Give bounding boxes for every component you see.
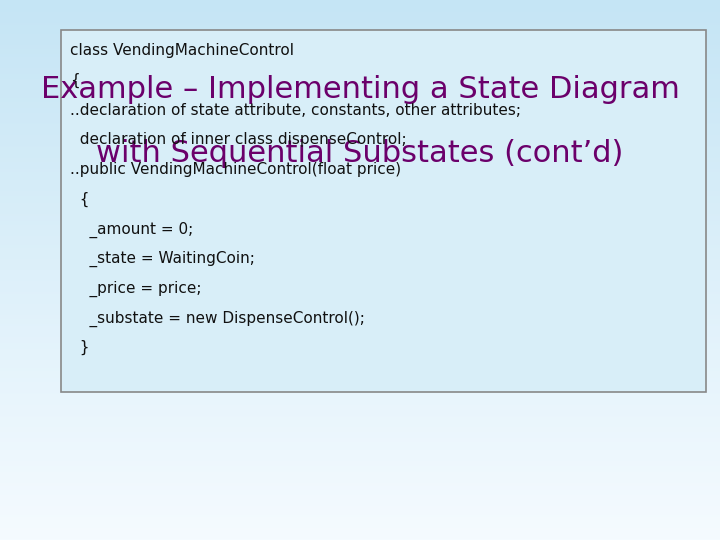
Text: {: { <box>70 192 89 207</box>
Text: ..public VendingMachineControl(float price): ..public VendingMachineControl(float pri… <box>70 162 401 177</box>
Text: _price = price;: _price = price; <box>70 281 202 297</box>
Text: declaration of inner class dispenseControl;: declaration of inner class dispenseContr… <box>70 132 407 147</box>
FancyBboxPatch shape <box>61 30 706 391</box>
Text: }: } <box>70 340 89 355</box>
Text: Example – Implementing a State Diagram: Example – Implementing a State Diagram <box>40 75 680 104</box>
Text: _amount = 0;: _amount = 0; <box>70 221 193 238</box>
Text: ..declaration of state attribute, constants, other attributes;: ..declaration of state attribute, consta… <box>70 103 521 118</box>
Text: class VendingMachineControl: class VendingMachineControl <box>70 43 294 58</box>
Text: {: { <box>70 73 80 88</box>
Text: with Sequential Substates (cont’d): with Sequential Substates (cont’d) <box>96 139 624 168</box>
Text: _substate = new DispenseControl();: _substate = new DispenseControl(); <box>70 310 365 327</box>
Text: _state = WaitingCoin;: _state = WaitingCoin; <box>70 251 255 267</box>
